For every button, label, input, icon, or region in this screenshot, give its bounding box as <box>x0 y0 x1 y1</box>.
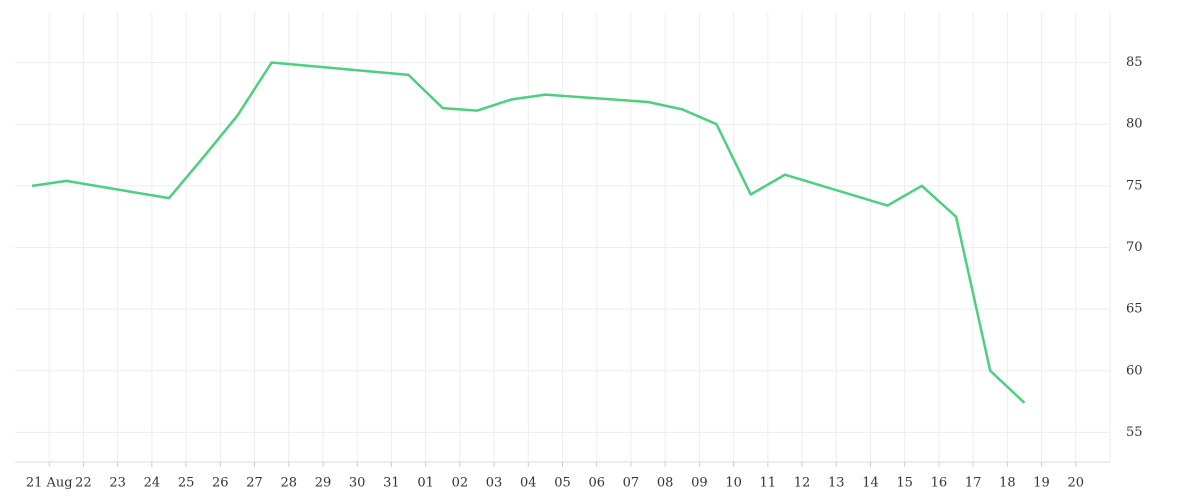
x-tick-label: 28 <box>280 476 297 491</box>
x-tick-label: 19 <box>1033 476 1050 491</box>
x-tick-label: 07 <box>623 476 640 491</box>
x-tick-label: 21 Aug <box>26 476 73 491</box>
x-tick-label: 01 <box>417 476 434 491</box>
y-tick-label: 70 <box>1126 240 1143 255</box>
x-tick-label: 17 <box>965 476 982 491</box>
x-tick-label: 06 <box>588 476 605 491</box>
x-tick-label: 14 <box>862 476 879 491</box>
x-tick-label: 12 <box>794 476 811 491</box>
x-tick-label: 20 <box>1068 476 1085 491</box>
x-tick-label: 10 <box>725 476 742 491</box>
y-tick-label: 65 <box>1126 302 1143 317</box>
y-tick-label: 85 <box>1126 55 1143 70</box>
x-tick-label: 18 <box>999 476 1016 491</box>
y-tick-label: 80 <box>1126 117 1143 132</box>
x-tick-label: 15 <box>896 476 913 491</box>
x-tick-label: 22 <box>75 476 92 491</box>
data-line <box>31 61 1026 404</box>
x-tick-label: 30 <box>349 476 366 491</box>
x-tick-label: 08 <box>657 476 674 491</box>
x-tick-label: 29 <box>315 476 332 491</box>
x-tick-label: 16 <box>931 476 948 491</box>
x-tick-label: 25 <box>178 476 195 491</box>
x-tick-label: 04 <box>520 476 537 491</box>
x-tick-label: 13 <box>828 476 845 491</box>
y-tick-label: 75 <box>1126 178 1143 193</box>
x-tick-label: 11 <box>760 476 777 491</box>
x-tick-label: 24 <box>144 476 161 491</box>
x-tick-label: 03 <box>486 476 503 491</box>
x-tick-label: 09 <box>691 476 708 491</box>
x-tick-label: 26 <box>212 476 229 491</box>
x-tick-label: 05 <box>554 476 571 491</box>
x-tick-label: 27 <box>246 476 263 491</box>
y-tick-label: 55 <box>1126 425 1143 440</box>
x-tick-label: 23 <box>109 476 126 491</box>
x-tick-label: 31 <box>383 476 400 491</box>
x-tick-label: 02 <box>452 476 469 491</box>
y-tick-label: 60 <box>1126 363 1143 378</box>
